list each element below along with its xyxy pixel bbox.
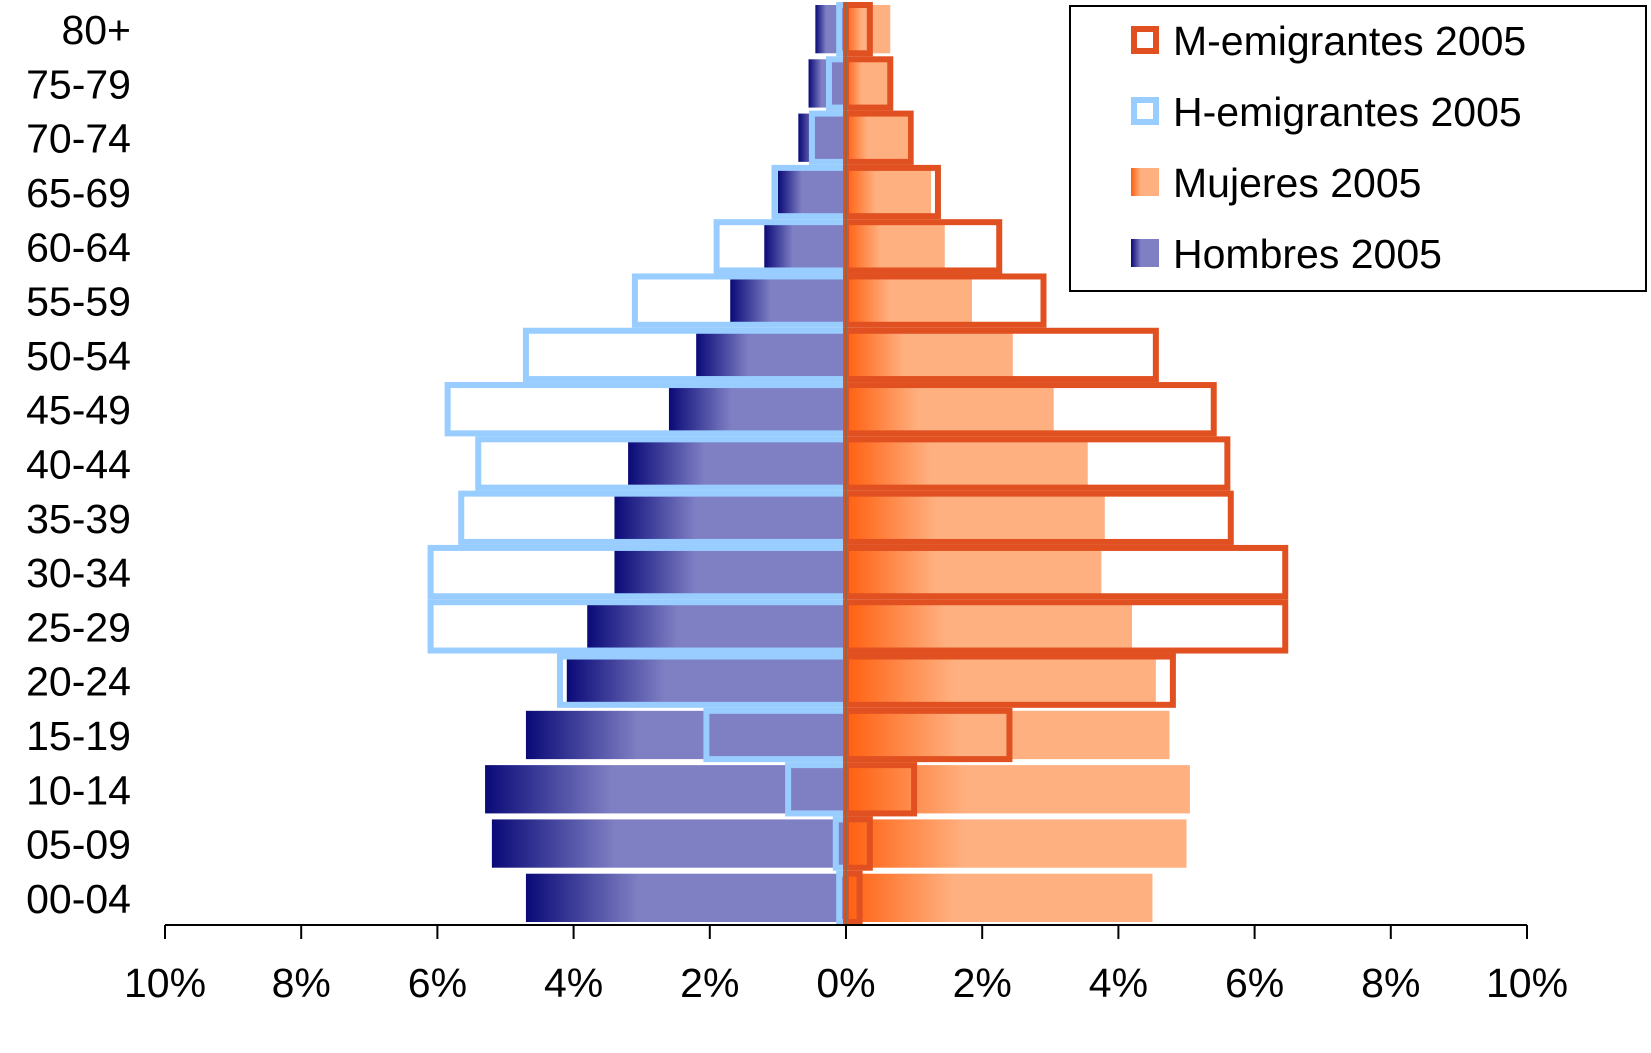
bar-mujeres-05-09 (846, 819, 1187, 868)
bar-mujeres-40-44 (846, 439, 1088, 488)
x-tick-label: 10% (1486, 960, 1568, 1006)
y-category-label: 30-34 (26, 550, 131, 596)
legend-swatch-hombres-2005 (1131, 239, 1159, 267)
x-tick-label: 10% (124, 960, 206, 1006)
bar-hombres-00-04 (525, 873, 846, 922)
bar-mujeres-50-54 (846, 330, 1013, 380)
x-axis: 10% 8% 6% 4% 2% 0% 2% 4% 6% 8% 10% (124, 924, 1568, 1006)
legend-label-m-emigrantes-2005: M-emigrantes 2005 (1173, 18, 1526, 64)
legend: M-emigrantes 2005 H-emigrantes 2005 Mujere… (1069, 5, 1647, 292)
y-category-label: 25-29 (26, 604, 131, 650)
y-category-label: 40-44 (26, 442, 131, 488)
y-category-label: 45-49 (26, 387, 131, 433)
y-category-label: 05-09 (26, 822, 131, 868)
y-category-label: 65-69 (26, 170, 131, 216)
y-category-label: 60-64 (26, 224, 131, 270)
bar-hombres-05-09 (491, 819, 846, 868)
y-category-label: 55-59 (26, 279, 131, 325)
bar-mujeres-70-74 (846, 113, 908, 162)
bar-mujeres-60-64 (846, 222, 945, 271)
bar-hombres-60-64 (764, 222, 846, 271)
bar-hombres-70-74 (798, 113, 846, 162)
x-tick-label: 8% (1361, 960, 1420, 1006)
bar-hombres-40-44 (628, 439, 846, 488)
x-tick-label: 4% (544, 960, 603, 1006)
y-category-label: 80+ (61, 7, 131, 53)
x-tick-label: 6% (1225, 960, 1284, 1006)
y-category-label: 15-19 (26, 713, 131, 759)
bar-hombres-45-49 (668, 385, 846, 434)
bar-mujeres-45-49 (846, 385, 1054, 434)
bar-mujeres-10-14 (846, 765, 1190, 814)
bar-mujeres-00-04 (846, 873, 1153, 922)
x-tick-label: 0% (816, 960, 875, 1006)
bar-hombres-15-19 (525, 710, 846, 760)
y-category-label: 10-14 (26, 767, 131, 813)
bar-mujeres-30-34 (846, 547, 1102, 597)
bar-hombres-50-54 (696, 330, 846, 380)
y-category-label: 75-79 (26, 61, 131, 107)
y-category-label: 20-24 (26, 659, 131, 705)
legend-label-mujeres-2005: Mujeres 2005 (1173, 160, 1421, 206)
bar-mujeres-25-29 (846, 602, 1133, 651)
bar-mujeres-75-79 (846, 59, 891, 108)
x-tick-label: 8% (272, 960, 331, 1006)
bar-hombres-25-29 (587, 602, 846, 651)
y-category-label: 35-39 (26, 496, 131, 542)
bar-hombres-20-24 (566, 656, 846, 705)
bar-mujeres-65-69 (846, 167, 932, 217)
legend-label-hombres-2005: Hombres 2005 (1173, 231, 1442, 277)
y-category-label: 00-04 (26, 876, 131, 922)
y-axis-labels: 00-04 05-09 10-14 15-19 20-24 25-29 30-34 35-39… (26, 7, 131, 922)
y-category-label: 70-74 (26, 116, 131, 162)
bar-mujeres-55-59 (846, 276, 972, 325)
bar-hombres-65-69 (777, 167, 846, 217)
x-tick-label: 2% (680, 960, 739, 1006)
bars-layer (427, 2, 1289, 925)
bar-mujeres-20-24 (846, 656, 1156, 705)
bar-hombres-10-14 (485, 765, 846, 814)
bar-hombres-55-59 (730, 276, 846, 325)
bar-hombres-30-34 (614, 547, 846, 597)
x-tick-label: 2% (953, 960, 1012, 1006)
legend-label-h-emigrantes-2005: H-emigrantes 2005 (1173, 89, 1522, 135)
legend-swatch-h-emigrantes-2005 (1131, 97, 1159, 125)
x-tick-label: 4% (1089, 960, 1148, 1006)
legend-box (1069, 5, 1647, 292)
legend-swatch-mujeres-2005 (1131, 168, 1159, 196)
x-tick-label: 6% (408, 960, 467, 1006)
legend-swatch-m-emigrantes-2005 (1131, 26, 1159, 54)
bar-mujeres-35-39 (846, 493, 1105, 542)
bar-hombres-35-39 (614, 493, 846, 542)
y-category-label: 50-54 (26, 333, 131, 379)
